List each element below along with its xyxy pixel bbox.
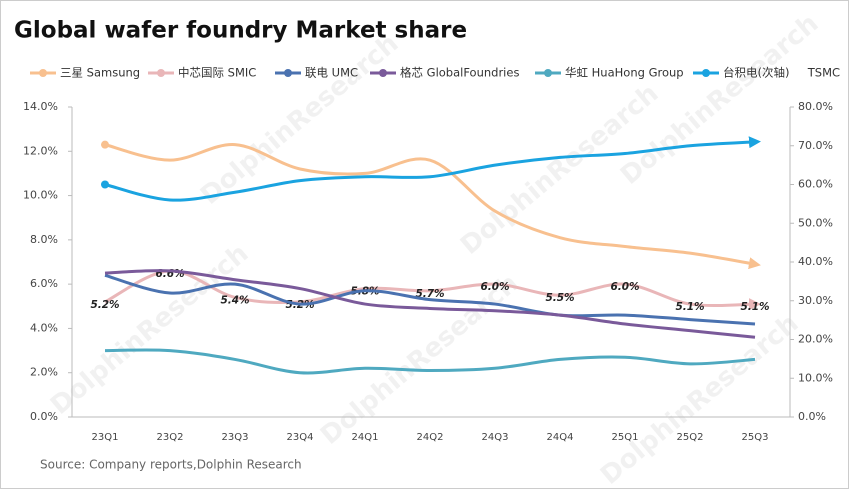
series-line bbox=[104, 143, 761, 270]
series-line bbox=[104, 348, 756, 375]
y-tick-label: 0.0% bbox=[30, 410, 58, 423]
x-tick-label: 23Q3 bbox=[222, 432, 249, 443]
data-label: 5.1% bbox=[740, 301, 769, 313]
y2-tick-label: 0.0% bbox=[798, 410, 826, 423]
legend-label: 中芯国际 SMIC bbox=[178, 66, 256, 80]
y2-tick-label: 30.0% bbox=[798, 294, 833, 307]
data-label: 5.4% bbox=[220, 294, 249, 306]
legend-marker bbox=[284, 69, 292, 77]
y-tick-label: 14.0% bbox=[23, 100, 58, 113]
start-marker bbox=[101, 140, 109, 149]
y-tick-label: 12.0% bbox=[23, 144, 58, 157]
y2-tick-label: 50.0% bbox=[798, 216, 833, 229]
legend-marker bbox=[39, 69, 47, 77]
y2-tick-label: 60.0% bbox=[798, 178, 833, 191]
y-tick-label: 10.0% bbox=[23, 189, 58, 202]
data-label: 6.0% bbox=[480, 281, 509, 293]
legend-label: 联电 UMC bbox=[305, 66, 358, 80]
start-marker bbox=[101, 180, 109, 189]
y-tick-label: 4.0% bbox=[30, 321, 58, 334]
y2-tick-label: 10.0% bbox=[798, 371, 833, 384]
legend-label: 台积电(次轴) TSMC bbox=[723, 66, 840, 80]
series-line bbox=[104, 269, 761, 311]
legend-label: 格芯 GlobalFoundries bbox=[400, 66, 519, 80]
data-label: 5.7% bbox=[415, 288, 444, 300]
x-tick-label: 24Q3 bbox=[482, 432, 509, 443]
data-label: 5.1% bbox=[675, 301, 704, 313]
x-tick-label: 23Q1 bbox=[92, 432, 119, 443]
y-tick-label: 6.0% bbox=[30, 277, 58, 290]
y-tick-label: 8.0% bbox=[30, 233, 58, 246]
y2-tick-label: 20.0% bbox=[798, 333, 833, 346]
legend-marker bbox=[379, 69, 387, 77]
data-label: 6.0% bbox=[610, 281, 639, 293]
x-tick-label: 24Q1 bbox=[352, 432, 379, 443]
chart-title: Global wafer foundry Market share bbox=[14, 18, 467, 44]
series-line bbox=[104, 136, 761, 202]
data-label: 5.2% bbox=[90, 299, 119, 311]
series-line bbox=[104, 273, 756, 326]
y-tick-label: 2.0% bbox=[30, 366, 58, 379]
x-tick-label: 25Q3 bbox=[742, 432, 769, 443]
legend-label: 华虹 HuaHong Group bbox=[565, 66, 684, 80]
x-tick-label: 25Q2 bbox=[677, 432, 704, 443]
x-tick-label: 24Q4 bbox=[547, 432, 574, 443]
x-tick-label: 23Q2 bbox=[157, 432, 184, 443]
legend-label: 三星 Samsung bbox=[60, 66, 140, 80]
x-tick-label: 25Q1 bbox=[612, 432, 639, 443]
legend-marker bbox=[544, 69, 552, 77]
source: Source: Company reports,Dolphin Research bbox=[40, 458, 302, 472]
x-tick-label: 24Q2 bbox=[417, 432, 444, 443]
x-tick-label: 23Q4 bbox=[287, 432, 314, 443]
data-label: 5.5% bbox=[545, 292, 574, 304]
y2-tick-label: 70.0% bbox=[798, 139, 833, 152]
y2-tick-label: 40.0% bbox=[798, 255, 833, 268]
series-line bbox=[104, 269, 756, 339]
legend-marker bbox=[157, 69, 165, 77]
legend-marker bbox=[702, 69, 710, 77]
y2-tick-label: 80.0% bbox=[798, 100, 833, 113]
